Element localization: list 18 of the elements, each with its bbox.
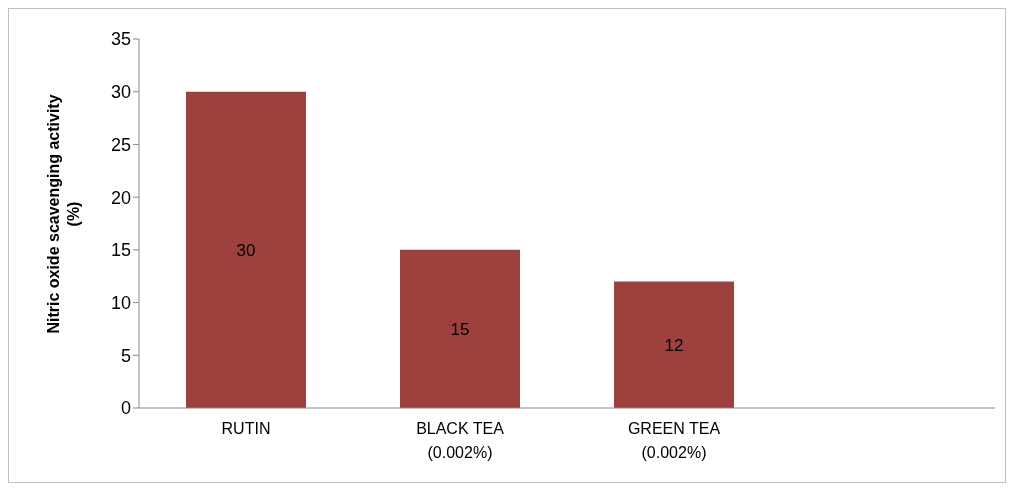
y-tick-label: 35 (110, 29, 131, 50)
x-tick-label: BLACK TEA (0.002%) (416, 420, 505, 461)
bar (614, 281, 734, 408)
y-tick-label: 10 (110, 292, 131, 313)
bar (186, 91, 306, 408)
y-axis-title: Nitric oxide scavenging activity (%) (45, 94, 82, 334)
data-label: 30 (236, 240, 256, 260)
y-tick-label: 25 (110, 134, 131, 155)
data-label: 12 (664, 335, 684, 355)
y-tick-label: 20 (110, 187, 131, 208)
x-tick-label: RUTIN (221, 420, 271, 437)
bar (400, 249, 520, 408)
x-tick-label: GREEN TEA (0.002%) (627, 420, 721, 461)
y-tick-label: 15 (110, 240, 131, 261)
data-label: 15 (450, 319, 470, 339)
y-tick-label: 0 (120, 398, 131, 419)
y-tick-label: 30 (110, 82, 131, 103)
y-tick-label: 5 (120, 345, 131, 366)
